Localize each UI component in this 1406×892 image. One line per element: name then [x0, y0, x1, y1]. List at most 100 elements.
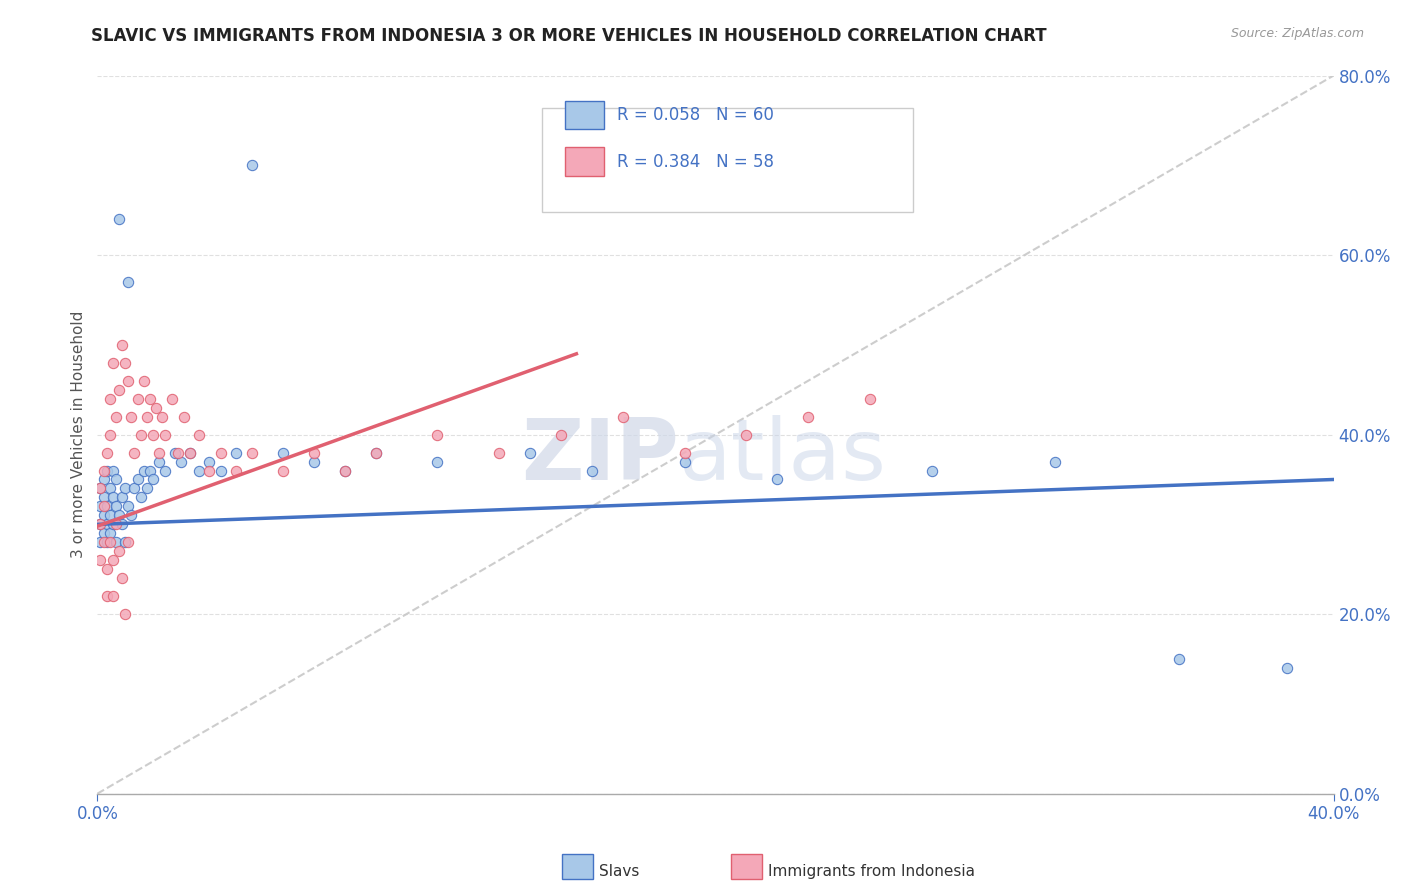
Point — [1045, 454, 1067, 468]
Point — [139, 392, 162, 406]
Point — [127, 473, 149, 487]
Point — [98, 526, 121, 541]
Point — [89, 482, 111, 496]
Point — [114, 482, 136, 496]
Text: ZIP: ZIP — [520, 415, 679, 498]
Point — [104, 535, 127, 549]
Point — [426, 427, 449, 442]
Text: atlas: atlas — [679, 415, 886, 498]
Point — [98, 392, 121, 406]
Point — [93, 535, 115, 549]
Point — [145, 401, 167, 415]
Point — [101, 356, 124, 370]
Point — [142, 473, 165, 487]
Point — [673, 454, 696, 468]
Point — [93, 491, 115, 505]
Point — [302, 445, 325, 459]
Point — [111, 338, 134, 352]
Point — [98, 508, 121, 523]
Point — [98, 427, 121, 442]
Point — [302, 454, 325, 468]
Point — [135, 409, 157, 424]
Point — [135, 482, 157, 496]
Point — [364, 445, 387, 459]
Point — [225, 445, 247, 459]
Point — [93, 500, 115, 514]
Point — [166, 445, 188, 459]
Point — [89, 517, 111, 532]
Point — [426, 454, 449, 468]
Point — [98, 482, 121, 496]
Point — [96, 445, 118, 459]
Point — [117, 275, 139, 289]
Point — [519, 445, 541, 459]
Point — [148, 445, 170, 459]
Point — [104, 500, 127, 514]
Point — [89, 500, 111, 514]
Point — [797, 409, 820, 424]
Point — [1168, 652, 1191, 666]
Point — [225, 463, 247, 477]
Point — [179, 445, 201, 459]
Text: R = 0.384   N = 58: R = 0.384 N = 58 — [617, 153, 773, 170]
Point — [101, 491, 124, 505]
Point — [333, 463, 356, 477]
Point — [129, 491, 152, 505]
Point — [124, 482, 146, 496]
Text: Slavs: Slavs — [599, 864, 640, 879]
Point — [108, 544, 131, 558]
Point — [108, 383, 131, 397]
Point — [93, 473, 115, 487]
Point — [240, 445, 263, 459]
Point — [111, 491, 134, 505]
Point — [132, 374, 155, 388]
Point — [333, 463, 356, 477]
Point — [93, 508, 115, 523]
Point — [93, 526, 115, 541]
Point — [124, 445, 146, 459]
Point — [117, 535, 139, 549]
Point — [96, 500, 118, 514]
Point — [150, 409, 173, 424]
Text: SLAVIC VS IMMIGRANTS FROM INDONESIA 3 OR MORE VEHICLES IN HOUSEHOLD CORRELATION : SLAVIC VS IMMIGRANTS FROM INDONESIA 3 OR… — [91, 27, 1047, 45]
Point — [96, 562, 118, 576]
Point — [96, 589, 118, 603]
Text: Source: ZipAtlas.com: Source: ZipAtlas.com — [1230, 27, 1364, 40]
Point — [197, 463, 219, 477]
Point — [108, 212, 131, 227]
Point — [89, 482, 111, 496]
Point — [89, 535, 111, 549]
Point — [364, 445, 387, 459]
Point — [114, 535, 136, 549]
FancyBboxPatch shape — [565, 101, 605, 129]
Point — [111, 571, 134, 585]
Point — [127, 392, 149, 406]
Point — [96, 517, 118, 532]
Point — [101, 553, 124, 567]
Point — [488, 445, 510, 459]
Point — [735, 427, 758, 442]
Point — [163, 445, 186, 459]
Point — [209, 463, 232, 477]
Point — [612, 409, 634, 424]
Point — [89, 553, 111, 567]
Point — [581, 463, 603, 477]
Point — [160, 392, 183, 406]
Point — [93, 463, 115, 477]
Point — [104, 517, 127, 532]
Point — [240, 158, 263, 172]
Point — [1277, 661, 1299, 675]
Point — [673, 445, 696, 459]
Point — [170, 454, 193, 468]
Point — [101, 517, 124, 532]
Point — [209, 445, 232, 459]
Text: R = 0.058   N = 60: R = 0.058 N = 60 — [617, 106, 773, 124]
Point — [101, 589, 124, 603]
Point — [114, 356, 136, 370]
Point — [766, 473, 789, 487]
Point — [104, 473, 127, 487]
Point — [89, 517, 111, 532]
Y-axis label: 3 or more Vehicles in Household: 3 or more Vehicles in Household — [72, 311, 86, 558]
Point — [921, 463, 943, 477]
Point — [117, 500, 139, 514]
